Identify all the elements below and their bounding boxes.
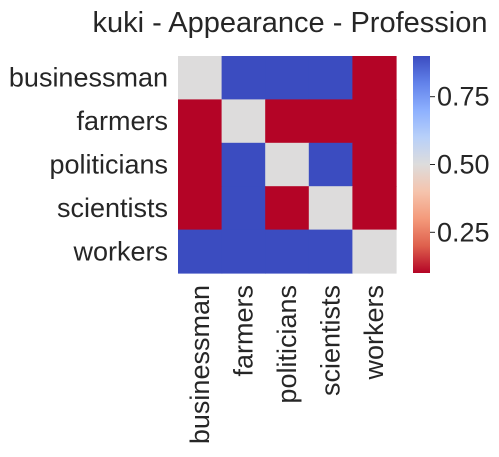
heatmap-cell: [308, 99, 353, 144]
row-tick-label: workers: [72, 236, 168, 266]
heatmap-cell: [265, 56, 310, 100]
heatmap-cell: [221, 56, 266, 100]
column-tick-label: farmers: [228, 285, 258, 377]
heatmap-cell: [352, 56, 397, 100]
column-tick-label: workers: [359, 285, 389, 381]
heatmap-cell: [308, 56, 353, 100]
heatmap-cell: [308, 186, 353, 231]
heatmap-cells: [178, 56, 397, 274]
row-tick-label: politicians: [49, 150, 168, 180]
colorbar-gradient: [413, 56, 430, 273]
heatmap-cell: [308, 229, 353, 274]
heatmap-cell: [178, 142, 223, 187]
row-tick-label: businessman: [9, 63, 168, 93]
heatmap-cell: [352, 99, 397, 144]
heatmap-cell: [265, 186, 310, 231]
chart-title: kuki - Appearance - Profession: [93, 7, 488, 39]
column-tick-label: businessman: [185, 285, 215, 444]
column-labels: businessman farmers politicians scientists w…: [185, 285, 389, 444]
heatmap-cell: [265, 229, 310, 274]
heatmap-cell: [178, 229, 223, 274]
column-tick-label: politicians: [272, 285, 302, 404]
colorbar: 0.25 0.50 0.75: [413, 56, 490, 273]
heatmap-cell: [221, 229, 266, 274]
heatmap-cell: [221, 99, 266, 144]
heatmap-cell: [221, 142, 266, 187]
column-tick-label: scientists: [316, 285, 346, 396]
heatmap-cell: [352, 186, 397, 231]
row-tick-label: farmers: [76, 106, 168, 136]
colorbar-tick-label: 0.25: [437, 217, 490, 247]
heatmap-cell: [178, 56, 223, 100]
heatmap-cell: [178, 99, 223, 144]
heatmap-cell: [352, 229, 397, 274]
colorbar-tick-label: 0.75: [437, 82, 490, 112]
heatmap-cell: [308, 142, 353, 187]
heatmap-cell: [178, 186, 223, 231]
heatmap-cell: [265, 142, 310, 187]
row-tick-label: scientists: [57, 193, 168, 223]
heatmap-cell: [221, 186, 266, 231]
heatmap-cell: [265, 99, 310, 144]
row-labels: businessman farmers politicians scientists w…: [9, 63, 168, 267]
colorbar-tick-label: 0.50: [437, 150, 490, 180]
heatmap-cell: [352, 142, 397, 187]
